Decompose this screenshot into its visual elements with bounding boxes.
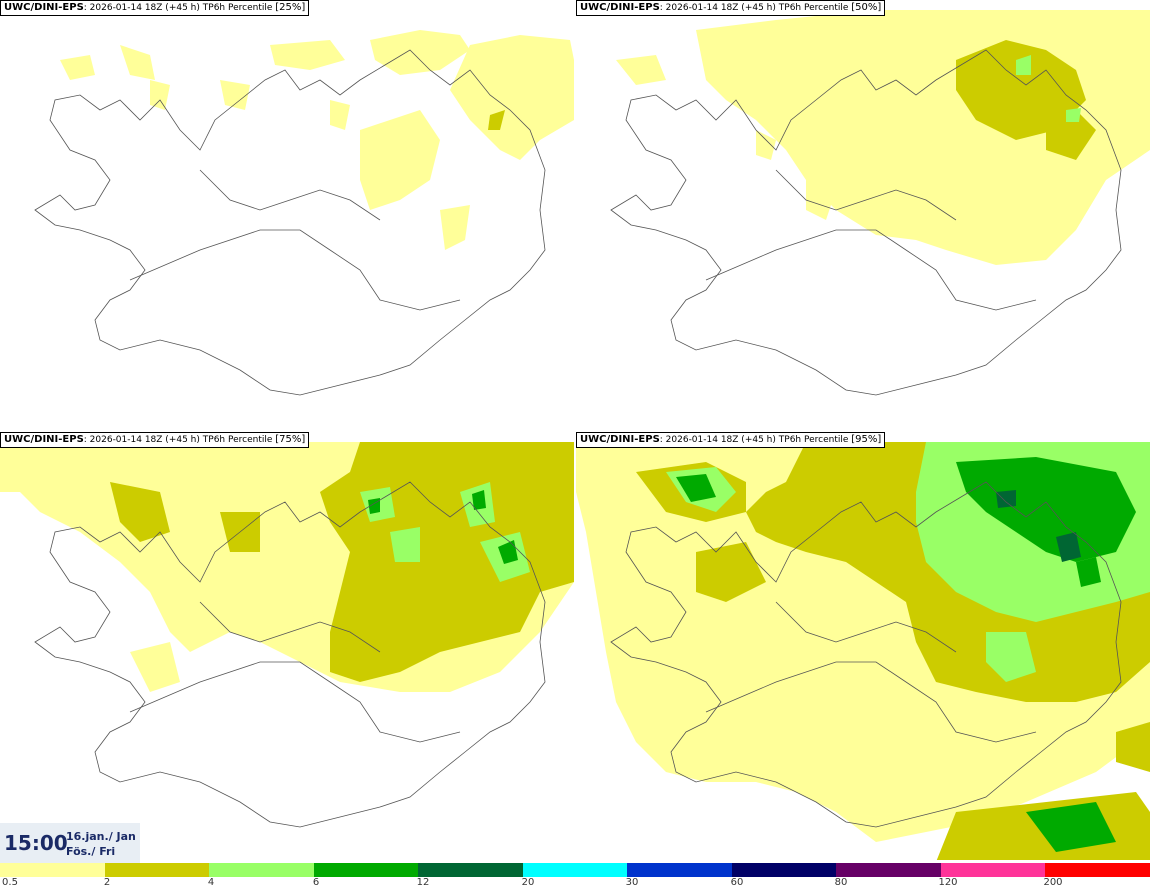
precip-2-layer (60, 30, 574, 250)
map-panel-p95: UWC/DINI-EPS: 2026-01-14 18Z (+45 h) TP6… (576, 432, 1150, 860)
legend-tick-2: 4 (207, 877, 215, 888)
valid-date: 16.jan./ Jan (66, 830, 136, 843)
precip-4-layer (488, 110, 505, 130)
valid-time: 15:00 (4, 831, 68, 855)
legend-tick-6: 30 (625, 877, 639, 888)
valid-day: Fös./ Fri (66, 845, 116, 858)
legend-swatch-10 (1045, 863, 1150, 877)
legend-swatch-0 (0, 863, 105, 877)
coastline (34, 481, 546, 828)
map-panel-p25: UWC/DINI-EPS: 2026-01-14 18Z (+45 h) TP6… (0, 0, 574, 428)
map-panel-p75: UWC/DINI-EPS: 2026-01-14 18Z (+45 h) TP6… (0, 432, 574, 860)
legend-swatch-7 (732, 863, 836, 877)
legend-swatch-8 (836, 863, 941, 877)
panel-title: UWC/DINI-EPS: 2026-01-14 18Z (+45 h) TP6… (0, 432, 310, 448)
map-p75 (0, 442, 574, 828)
map-panel-p50: UWC/DINI-EPS: 2026-01-14 18Z (+45 h) TP6… (576, 0, 1150, 428)
legend-swatch-2 (209, 863, 314, 877)
precip-12-layer (676, 457, 1136, 852)
map-p50 (610, 10, 1150, 396)
legend-tick-10: 200 (1043, 877, 1063, 888)
valid-time-box: 15:00 16.jan./ Jan Fös./ Fri (0, 823, 140, 863)
legend-swatch-4 (418, 863, 523, 877)
precip-4-layer (956, 40, 1096, 160)
panel-title: UWC/DINI-EPS: 2026-01-14 18Z (+45 h) TP6… (576, 432, 886, 448)
legend-tick-5: 20 (521, 877, 535, 888)
coastline (34, 49, 546, 396)
legend-tick-1: 2 (103, 877, 111, 888)
legend-tick-3: 6 (312, 877, 320, 888)
legend-swatch-6 (627, 863, 732, 877)
precip-20-layer (996, 490, 1081, 562)
legend-tick-4: 12 (416, 877, 430, 888)
precip-6-layer (1016, 55, 1081, 122)
coastline (610, 49, 1122, 396)
legend-swatch-9 (941, 863, 1045, 877)
legend-tick-7: 60 (730, 877, 744, 888)
color-legend: 0.5 2 4 6 12 20 30 60 80 120 200 (0, 863, 1150, 891)
legend-tick-0: 0.5 (2, 877, 18, 888)
legend-swatch-5 (523, 863, 627, 877)
coastline (610, 481, 1122, 828)
panel-title: UWC/DINI-EPS: 2026-01-14 18Z (+45 h) TP6… (0, 0, 310, 16)
legend-tick-9: 120 (938, 877, 958, 888)
panel-title: UWC/DINI-EPS: 2026-01-14 18Z (+45 h) TP6… (576, 0, 886, 16)
legend-swatch-3 (314, 863, 418, 877)
legend-swatch-1 (105, 863, 209, 877)
legend-tick-8: 80 (834, 877, 848, 888)
map-p25 (34, 30, 574, 396)
precip-12-layer (368, 490, 518, 564)
map-p95 (576, 442, 1150, 860)
